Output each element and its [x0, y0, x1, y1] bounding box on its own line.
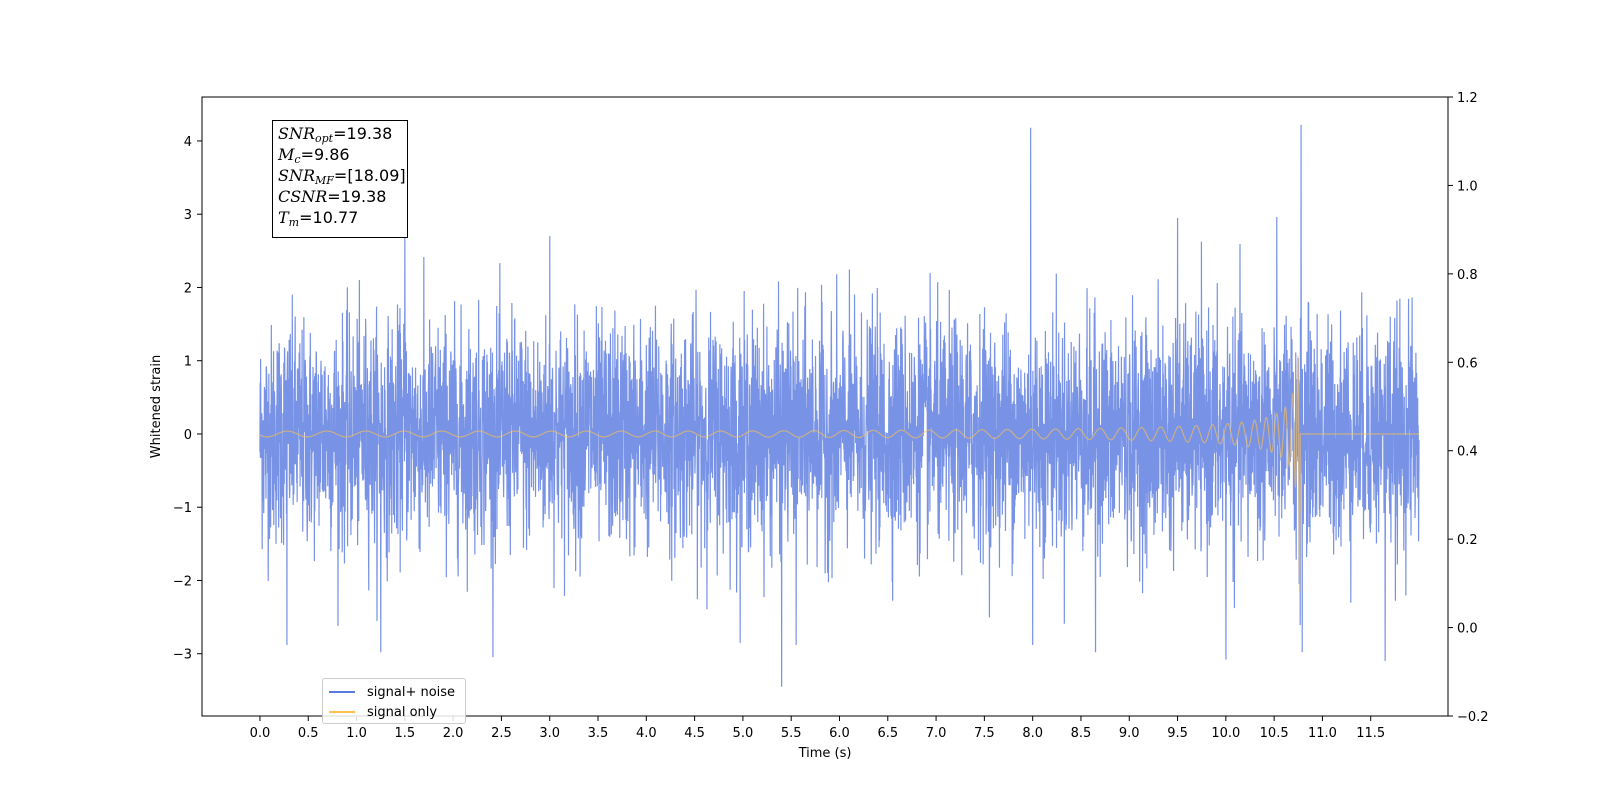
legend-swatch-signal-only	[329, 711, 355, 713]
x-tick-label: 8.5	[1071, 726, 1092, 741]
snr-opt-row: SNRopt=19.38	[278, 123, 407, 144]
y2-tick-label: 1.2	[1457, 91, 1478, 106]
x-tick-label: 6.0	[829, 726, 850, 741]
x-tick-label: 4.0	[636, 726, 657, 741]
x-tick-label: 10.5	[1260, 726, 1289, 741]
y-tick-label: 1	[184, 355, 192, 370]
x-axis-label: Time (s)	[798, 746, 852, 761]
x-tick-label: 1.0	[346, 726, 367, 741]
x-tick-label: 0.0	[250, 726, 271, 741]
y-tick-label: −1	[173, 501, 192, 516]
snr-opt-label: SNR	[278, 124, 316, 143]
tm-value: =10.77	[299, 208, 359, 227]
y-tick-label: −2	[173, 574, 192, 589]
y2-tick-label: 0.4	[1457, 445, 1478, 460]
x-tick-label: 6.5	[877, 726, 898, 741]
snr-mf-row: SNRMF=[18.09]	[278, 165, 407, 186]
stats-annotation-box: SNRopt=19.38 Mc=9.86 SNRMF=[18.09] CSNR=…	[272, 120, 408, 238]
x-tick-label: 3.0	[539, 726, 560, 741]
signal-noise-line	[259, 124, 1420, 687]
legend-item-signal-only: signal only	[329, 702, 459, 722]
y2-tick-label: 0.8	[1457, 268, 1478, 283]
snr-mf-sub: MF	[315, 174, 334, 187]
x-tick-label: 11.0	[1308, 726, 1337, 741]
legend-label-signal-only: signal only	[367, 704, 438, 720]
legend-swatch-signal-noise	[329, 691, 355, 693]
tm-label: T	[278, 208, 289, 227]
x-tick-label: 1.5	[394, 726, 415, 741]
csnr-row: CSNR=19.38	[278, 186, 407, 207]
x-tick-label: 3.5	[588, 726, 609, 741]
signal-only-line	[259, 354, 1420, 593]
x-tick-label: 4.5	[684, 726, 705, 741]
y-axis-label: Whitened strain	[149, 355, 164, 458]
x-tick-label: 2.0	[443, 726, 464, 741]
x-tick-label: 5.5	[781, 726, 802, 741]
x-tick-label: 0.5	[298, 726, 319, 741]
y2-tick-label: 0.2	[1457, 533, 1478, 548]
x-tick-label: 10.0	[1211, 726, 1240, 741]
y2-tick-label: 0.6	[1457, 356, 1478, 371]
x-tick-label: 9.5	[1167, 726, 1188, 741]
legend-item-signal-noise: signal+ noise	[329, 682, 459, 702]
csnr-value: =19.38	[327, 187, 387, 206]
x-tick-label: 7.5	[974, 726, 995, 741]
x-tick-label: 11.5	[1356, 726, 1385, 741]
y2-tick-label: 1.0	[1457, 179, 1478, 194]
snr-mf-label: SNR	[278, 166, 316, 185]
mc-sub: c	[294, 153, 301, 166]
y2-tick-label: 0.0	[1457, 622, 1478, 637]
y-tick-label: 0	[184, 428, 192, 443]
y-tick-label: 4	[184, 135, 192, 150]
x-axis: 0.0 0.5 1.0 1.5 2.0 2.5 3.0 3.5 4.0 4.5 5.0 5.5 6.0 6…	[250, 716, 1385, 741]
y-tick-label: 2	[184, 281, 192, 296]
plot-frame	[201, 96, 1449, 717]
legend-label-signal-noise: signal+ noise	[367, 684, 456, 700]
snr-opt-sub: opt	[315, 132, 334, 145]
x-tick-label: 2.5	[491, 726, 512, 741]
signal-noise-series	[259, 124, 1420, 687]
y-tick-label: −3	[173, 648, 192, 663]
x-tick-label: 8.0	[1022, 726, 1043, 741]
x-tick-label: 9.0	[1119, 726, 1140, 741]
mc-row: Mc=9.86	[278, 144, 407, 165]
snr-mf-value: =[18.09]	[333, 166, 406, 185]
y2-tick-label: −0.2	[1457, 710, 1489, 725]
tm-row: Tm=10.77	[278, 207, 407, 228]
signal-only-series	[259, 354, 1420, 593]
x-tick-label: 5.0	[733, 726, 754, 741]
y-tick-label: 3	[184, 208, 192, 223]
csnr-label: CSNR	[278, 187, 328, 206]
tm-sub: m	[288, 216, 300, 229]
y-axis-right: −0.2 0.0 0.2 0.4 0.6 0.8 1.0 1.2	[1448, 91, 1489, 725]
snr-opt-value: =19.38	[333, 124, 393, 143]
mc-label: M	[278, 145, 295, 164]
y-axis-left: −3 −2 −1 0 1 2 3 4	[173, 135, 202, 663]
x-tick-label: 7.0	[926, 726, 947, 741]
mc-value: =9.86	[300, 145, 350, 164]
legend: signal+ noise signal only	[322, 678, 466, 724]
